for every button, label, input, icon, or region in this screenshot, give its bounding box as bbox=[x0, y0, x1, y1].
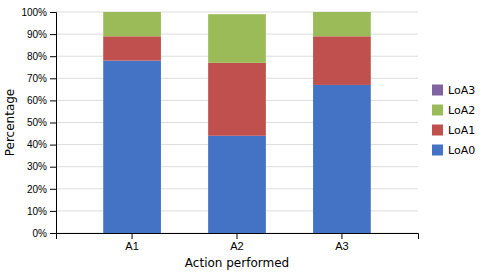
tick-label: 90% bbox=[27, 29, 47, 40]
bar bbox=[103, 12, 161, 13]
legend-swatch bbox=[432, 145, 443, 156]
tick: 50% bbox=[27, 117, 56, 128]
tick-mark bbox=[50, 56, 56, 57]
tick: 80% bbox=[27, 51, 56, 62]
plot: A1 A2 A3 0% 10% 20% 30% 40% 50% 60% 70% 80% 90% 100% A… bbox=[3, 7, 475, 270]
tick: 20% bbox=[27, 184, 56, 195]
tick: 70% bbox=[27, 73, 56, 84]
tick-mark bbox=[50, 145, 56, 146]
tick-mark bbox=[50, 167, 56, 168]
legend-label: LoA1 bbox=[448, 124, 475, 137]
tick-mark bbox=[50, 233, 56, 234]
tick-label: 50% bbox=[27, 117, 47, 128]
bars bbox=[103, 12, 371, 233]
tick: A2 bbox=[230, 233, 243, 252]
bar bbox=[103, 61, 161, 233]
y-axis-title: Percentage bbox=[3, 89, 17, 157]
legend-item: LoA0 bbox=[432, 144, 475, 157]
tick-label: A3 bbox=[335, 240, 348, 252]
legend-item: LoA1 bbox=[432, 124, 475, 137]
legend-swatch bbox=[432, 125, 443, 136]
tick-label: 100% bbox=[21, 7, 47, 18]
series bbox=[103, 12, 371, 63]
tick: 100% bbox=[21, 7, 56, 18]
axis-line bbox=[57, 234, 419, 240]
bar bbox=[208, 14, 266, 63]
y-axis: 0% 10% 20% 30% 40% 50% 60% 70% 80% 90% 100% bbox=[21, 7, 56, 239]
tick-label: 60% bbox=[27, 95, 47, 106]
bar bbox=[208, 63, 266, 136]
x-axis: A1 A2 A3 bbox=[57, 233, 419, 252]
bar bbox=[313, 12, 371, 36]
tick-label: 10% bbox=[27, 206, 47, 217]
tick-label: 20% bbox=[27, 184, 47, 195]
bar bbox=[103, 12, 161, 36]
tick: 90% bbox=[27, 29, 56, 40]
tick-mark bbox=[132, 233, 133, 239]
tick-mark bbox=[50, 34, 56, 35]
series bbox=[103, 61, 371, 233]
chart: A1 A2 A3 0% 10% 20% 30% 40% 50% 60% 70% 80% 90% 100% A… bbox=[0, 0, 500, 275]
tick-mark bbox=[237, 233, 238, 239]
tick-label: 40% bbox=[27, 139, 47, 150]
bar bbox=[313, 12, 371, 13]
tick-mark bbox=[50, 78, 56, 79]
tick: 40% bbox=[27, 139, 56, 150]
axis-line bbox=[50, 13, 57, 234]
tick-label: 0% bbox=[33, 228, 48, 239]
tick: 0% bbox=[33, 228, 56, 239]
legend-label: LoA3 bbox=[448, 84, 475, 97]
legend-swatch bbox=[432, 105, 443, 116]
tick: A1 bbox=[125, 233, 138, 252]
tick: A3 bbox=[335, 233, 348, 252]
tick-mark bbox=[50, 123, 56, 124]
tick: 60% bbox=[27, 95, 56, 106]
tick-mark bbox=[50, 100, 56, 101]
legend-swatch bbox=[432, 85, 443, 96]
tick-mark bbox=[50, 189, 56, 190]
tick-label: 70% bbox=[27, 73, 47, 84]
bar bbox=[313, 36, 371, 85]
tick-label: 30% bbox=[27, 161, 47, 172]
bar bbox=[208, 136, 266, 233]
legend-label: LoA2 bbox=[448, 104, 475, 117]
tick-mark bbox=[50, 211, 56, 212]
x-axis-title: Action performed bbox=[185, 256, 289, 270]
bar bbox=[208, 14, 266, 15]
legend-item: LoA3 bbox=[432, 84, 475, 97]
tick-label: 80% bbox=[27, 51, 47, 62]
legend-label: LoA0 bbox=[448, 144, 475, 157]
tick-mark bbox=[50, 12, 56, 13]
legend-item: LoA2 bbox=[432, 104, 475, 117]
tick-label: A1 bbox=[125, 240, 138, 252]
bar bbox=[313, 85, 371, 233]
tick: 10% bbox=[27, 206, 56, 217]
tick-mark bbox=[341, 233, 342, 239]
legend: LoA3 LoA2 LoA1 LoA0 bbox=[432, 84, 475, 157]
grid bbox=[56, 12, 418, 233]
tick: 30% bbox=[27, 161, 56, 172]
tick-label: A2 bbox=[230, 240, 243, 252]
bar bbox=[103, 36, 161, 60]
